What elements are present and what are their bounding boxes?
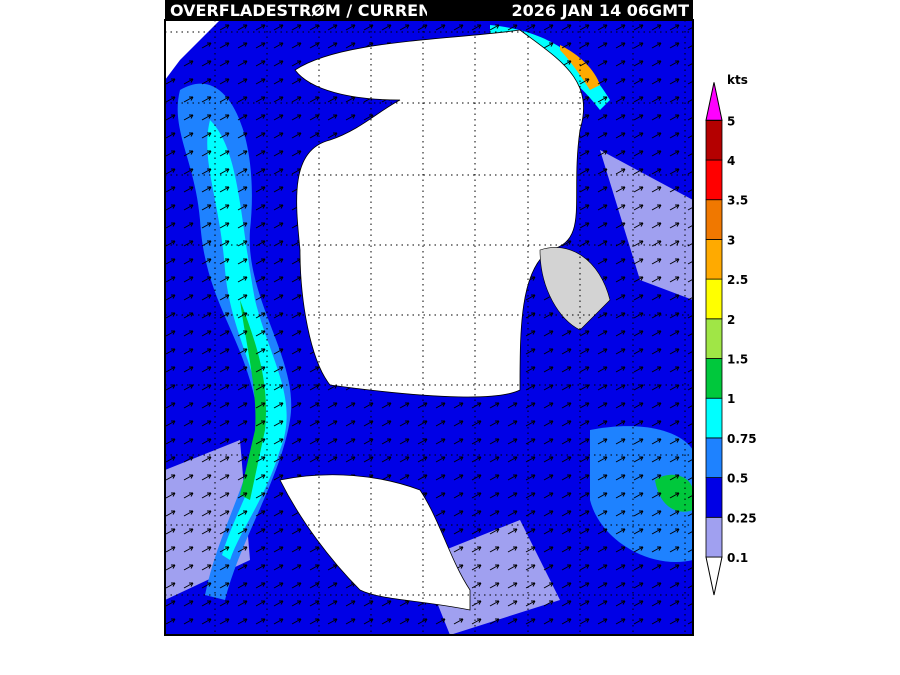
header-time: 2026 JAN 14 06GMT — [512, 1, 690, 20]
colorbar-label: 4 — [727, 154, 735, 168]
colorbar-label: 0.25 — [727, 511, 757, 525]
colorbar-label: 1.5 — [727, 353, 748, 367]
legend-unit: kts — [727, 73, 748, 87]
colorbar-box — [705, 477, 723, 518]
colorbar-box — [705, 278, 723, 320]
colorbar-box — [705, 199, 723, 240]
colorbar-label: 2.5 — [727, 273, 748, 287]
colorbar-box — [705, 318, 723, 359]
colorbar: 0.1 0.25 0.5 0.75 1 1.5 2 2.5 3 3.5 4 5 — [705, 82, 757, 596]
land-shallow — [539, 247, 611, 331]
map — [165, 20, 693, 635]
colorbar-label: 0.75 — [727, 432, 757, 446]
graticule — [165, 20, 693, 635]
colorbar-label: 0.5 — [727, 472, 748, 486]
colorbar-label: 1 — [727, 392, 735, 406]
colorbar-box — [705, 437, 723, 478]
header-title: OVERFLADESTRØM / CURREN — [170, 1, 431, 20]
colorbar-label: 3 — [727, 233, 735, 247]
colorbar-box — [705, 516, 723, 558]
colorbar-box — [705, 397, 723, 439]
colorbar-box — [705, 358, 723, 399]
colorbar-label: 0.1 — [727, 551, 748, 565]
colorbar-under — [705, 556, 723, 596]
land-jutland — [294, 29, 584, 398]
colorbar-label: 5 — [727, 114, 735, 128]
colorbar-label: 3.5 — [727, 194, 748, 208]
land-north — [165, 20, 220, 80]
colorbar-box — [705, 119, 723, 161]
colorbar-box — [705, 238, 723, 280]
colorbar-over — [705, 82, 723, 121]
colorbar-label: 2 — [727, 313, 735, 327]
colorbar-box — [705, 159, 723, 201]
header-bar — [165, 0, 693, 21]
